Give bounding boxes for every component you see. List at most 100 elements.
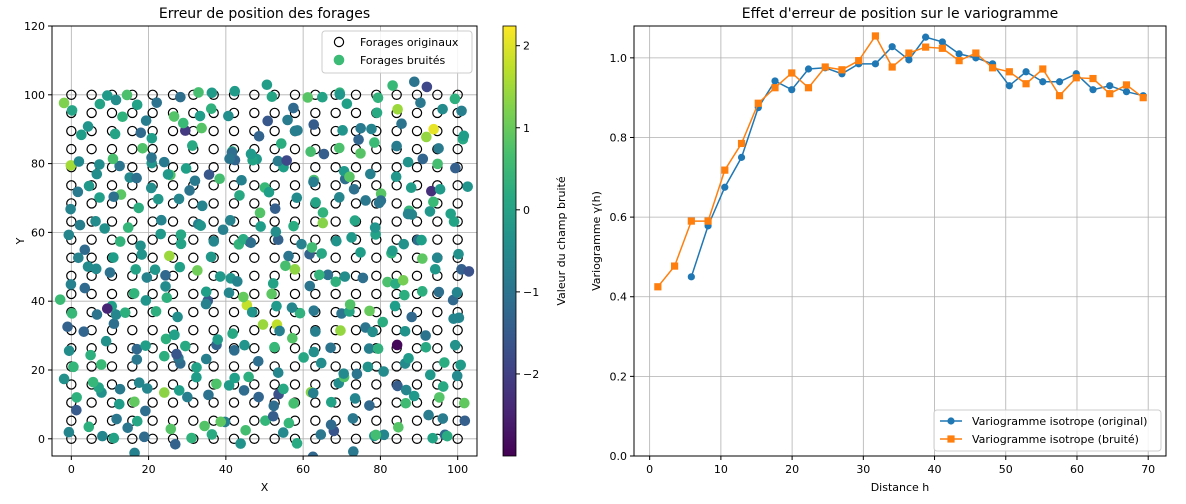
noisy-borehole-point	[151, 97, 163, 108]
original-borehole-point	[371, 415, 382, 426]
original-borehole-point	[350, 343, 362, 354]
original-borehole-point	[269, 143, 280, 155]
original-borehole-point	[371, 270, 382, 282]
noisy-borehole-point	[287, 332, 298, 344]
noisy-borehole-point	[117, 111, 128, 123]
noisy-borehole-point	[283, 417, 295, 429]
noisy-borehole-point	[369, 137, 380, 148]
data-point	[704, 217, 712, 225]
noisy-borehole-point	[266, 91, 278, 103]
original-borehole-point	[147, 324, 158, 336]
data-point	[905, 49, 913, 57]
data-point	[888, 43, 896, 51]
noisy-borehole-point	[428, 123, 439, 135]
noisy-borehole-point	[437, 413, 449, 424]
original-borehole-point	[208, 216, 219, 227]
noisy-borehole-point	[165, 423, 177, 435]
noisy-borehole-point	[223, 110, 234, 122]
original-borehole-point	[269, 180, 280, 191]
noisy-borehole-point	[182, 391, 193, 403]
original-borehole-point	[147, 397, 158, 408]
noisy-borehole-point	[146, 132, 158, 144]
original-borehole-point	[269, 125, 280, 137]
data-point	[1072, 74, 1080, 82]
original-borehole-point	[452, 198, 463, 209]
original-borehole-point	[228, 198, 240, 209]
noisy-borehole-point	[76, 129, 87, 141]
noisy-borehole-point	[341, 98, 353, 110]
noisy-borehole-point	[266, 288, 277, 300]
original-borehole-point	[391, 89, 402, 101]
original-borehole-point	[167, 397, 179, 408]
noisy-borehole-point	[192, 265, 203, 276]
legend-box	[933, 409, 1162, 452]
noisy-borehole-point	[357, 272, 369, 284]
axes-frame	[51, 25, 478, 457]
original-borehole-point	[249, 216, 260, 227]
original-borehole-point	[208, 180, 219, 191]
original-borehole-point	[289, 143, 301, 155]
noisy-borehole-point	[158, 156, 170, 168]
original-borehole-point	[188, 397, 199, 408]
original-borehole-point	[106, 343, 118, 354]
original-borehole-point	[432, 234, 443, 245]
noisy-borehole-point	[455, 359, 467, 371]
noisy-borehole-point	[145, 182, 157, 194]
noisy-borehole-point	[111, 413, 122, 425]
data-point	[1022, 80, 1030, 88]
noisy-borehole-point	[90, 215, 101, 227]
original-borehole-point	[167, 180, 179, 191]
noisy-borehole-point	[175, 229, 187, 240]
noisy-borehole-point	[194, 110, 206, 122]
original-borehole-point	[269, 433, 280, 444]
noisy-borehole-point	[246, 306, 258, 318]
noisy-borehole-point	[129, 447, 140, 456]
legend-label: Variogramme isotrope (original)	[972, 415, 1147, 428]
data-point	[654, 283, 662, 291]
noisy-borehole-point	[377, 316, 389, 328]
noisy-borehole-point	[415, 97, 426, 109]
original-borehole-point	[310, 415, 321, 426]
noisy-borehole-point	[94, 192, 105, 203]
noisy-borehole-point	[205, 251, 217, 263]
noisy-borehole-point	[240, 424, 251, 436]
noisy-borehole-point	[283, 250, 294, 262]
noisy-borehole-point	[439, 357, 450, 368]
original-borehole-point	[249, 107, 260, 119]
noisy-borehole-point	[234, 190, 245, 201]
data-point	[821, 63, 829, 71]
noisy-borehole-point	[82, 121, 94, 132]
noisy-borehole-point	[366, 123, 377, 135]
data-point	[1106, 82, 1114, 90]
plot-area	[54, 76, 475, 456]
noisy-borehole-point	[417, 253, 428, 264]
original-borehole-point	[188, 324, 199, 336]
original-borehole-point	[188, 234, 199, 245]
noisy-borehole-point	[187, 140, 198, 151]
data-point	[788, 86, 796, 94]
original-borehole-point	[330, 180, 341, 191]
data-point	[1039, 78, 1047, 86]
data-point	[1005, 68, 1013, 76]
noisy-borehole-point	[363, 343, 375, 354]
noisy-borehole-point	[338, 368, 350, 379]
original-borehole-point	[127, 433, 138, 444]
original-borehole-point	[249, 270, 260, 282]
original-borehole-point	[208, 198, 219, 209]
original-borehole-point	[391, 198, 402, 209]
noisy-borehole-point	[253, 391, 264, 403]
original-borehole-point	[411, 415, 423, 426]
noisy-borehole-point	[402, 156, 414, 168]
noisy-borehole-point	[133, 202, 144, 214]
noisy-borehole-point	[135, 127, 147, 139]
noisy-borehole-point	[370, 429, 382, 441]
original-borehole-point	[371, 379, 382, 390]
original-borehole-point	[411, 143, 423, 155]
noisy-borehole-point	[458, 130, 470, 142]
noisy-borehole-point	[349, 393, 361, 404]
original-borehole-point	[208, 397, 219, 408]
noisy-borehole-point	[317, 207, 329, 218]
original-borehole-point	[411, 324, 423, 336]
noisy-borehole-point	[96, 359, 107, 370]
noisy-borehole-point	[272, 155, 284, 167]
